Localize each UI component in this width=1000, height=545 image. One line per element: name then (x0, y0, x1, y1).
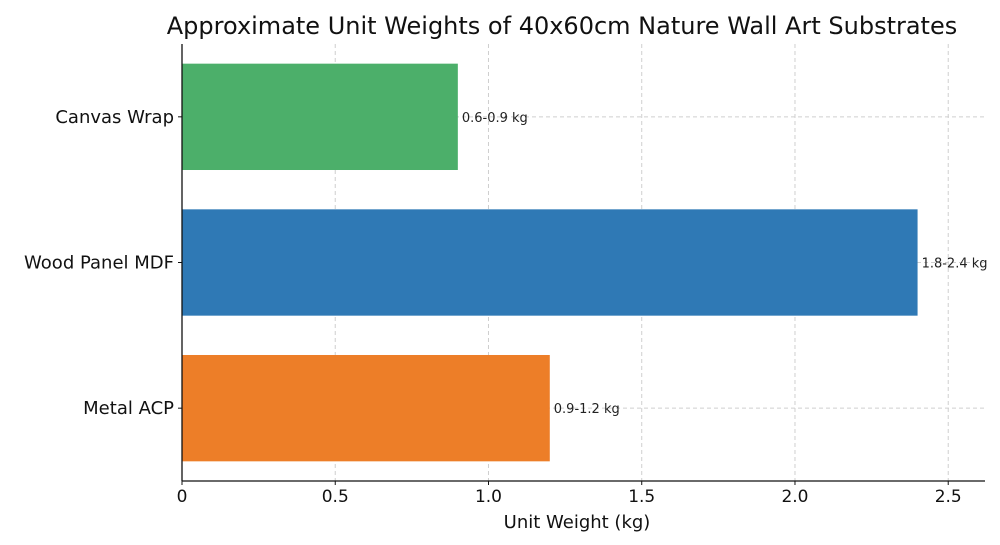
y-category-label: Wood Panel MDF (24, 253, 174, 274)
x-tick-label: 0.5 (322, 487, 349, 507)
x-tick-label: 1.5 (628, 487, 655, 507)
bar-data-label: 0.9-1.2 kg (554, 402, 620, 417)
x-tick-label: 1.0 (475, 487, 502, 507)
bar-data-label: 0.6-0.9 kg (462, 111, 528, 126)
x-axis-label: Unit Weight (kg) (504, 512, 651, 533)
y-category-label: Canvas Wrap (55, 107, 174, 128)
bar-data-label: 1.8-2.4 kg (922, 257, 988, 272)
x-tick-label: 0 (177, 487, 188, 507)
x-tick-label: 2.5 (935, 487, 962, 507)
tick-layer: Canvas Wrap Wood Panel MDF Metal ACP 0 0.5 1.… (24, 107, 962, 507)
bar-layer: 0.6-0.9 kg 1.8-2.4 kg 0.9-1.2 kg (182, 63, 988, 462)
bar (182, 63, 458, 171)
bar (182, 354, 550, 462)
bar (182, 209, 918, 316)
y-category-label: Metal ACP (83, 398, 174, 419)
chart-title: Approximate Unit Weights of 40x60cm Natu… (167, 12, 957, 40)
x-tick-label: 2.0 (781, 487, 808, 507)
